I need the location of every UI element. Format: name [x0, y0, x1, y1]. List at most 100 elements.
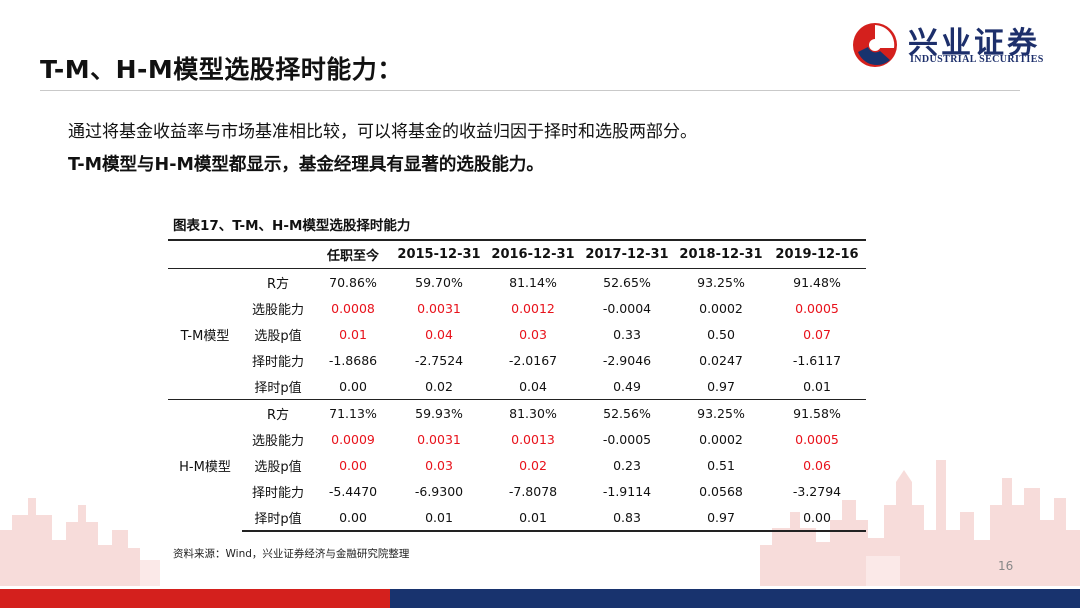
value-cell: -3.2794	[792, 483, 842, 499]
title-divider	[40, 90, 1020, 91]
value-cell: -5.4470	[328, 483, 378, 499]
value-cell: 71.13%	[314, 399, 392, 426]
value-cell: -1.8686	[328, 352, 378, 368]
table-row: 选股能力 0.0008 0.0031 0.0012 -0.0004 0.0002 0.000…	[168, 295, 866, 321]
table-row: 选股p值 0.01 0.04 0.03 0.33 0.50 0.07	[168, 321, 866, 347]
value-cell: 0.0002	[699, 431, 743, 447]
value-cell: 0.00	[314, 504, 392, 532]
value-cell: 0.0568	[699, 483, 743, 499]
value-cell: 0.50	[707, 326, 735, 342]
value-cell: 0.0012	[511, 300, 555, 316]
page-title: T-M、H-M模型选股择时能力：	[40, 55, 403, 84]
value-cell: 81.30%	[486, 399, 580, 426]
value-cell: 0.23	[613, 457, 641, 473]
value-cell: 52.56%	[580, 399, 674, 426]
value-cell: 0.51	[707, 457, 735, 473]
value-cell: 0.03	[519, 326, 547, 342]
value-cell: 0.83	[580, 504, 674, 532]
body-text-line: 通过将基金收益率与市场基准相比较，可以将基金的收益归因于择时和选股两部分。	[68, 122, 697, 142]
footer-bar-red	[0, 586, 390, 608]
metric-name-cell: 选股p值	[254, 459, 302, 475]
value-cell: 0.0247	[699, 352, 743, 368]
value-cell: 0.00	[768, 504, 866, 532]
table-row: T-M模型 R方 70.86% 59.70% 81.14% 52.65% 93.25% 91.…	[168, 268, 866, 400]
model-results-table: 任职至今 2015-12-31 2016-12-31 2017-12-31 20…	[168, 239, 866, 532]
table-row: 择时p值 0.00 0.02 0.04 0.49 0.97 0.01	[168, 373, 866, 400]
metric-name-cell: 择时p值	[254, 380, 302, 396]
footer-bar-highlight	[0, 586, 1080, 589]
table-row: 选股能力 0.0009 0.0031 0.0013 -0.0005 0.0002 0.000…	[168, 426, 866, 452]
value-cell: 91.48%	[768, 268, 866, 295]
header-cell	[168, 239, 242, 269]
value-cell: -0.0004	[602, 300, 652, 316]
table-row: 择时p值 0.00 0.01 0.01 0.83 0.97 0.00	[168, 504, 866, 532]
model-name-cell: H-M模型	[168, 399, 242, 531]
metric-name-cell: 择时能力	[251, 485, 304, 501]
value-cell: -0.0005	[602, 431, 652, 447]
table-row: 择时能力 -1.8686 -2.7524 -2.0167 -2.9046 0.0247 -1…	[168, 347, 866, 373]
metric-name-cell: 选股p值	[254, 328, 302, 344]
value-cell: 81.14%	[486, 268, 580, 295]
model-name-cell: T-M模型	[168, 268, 242, 400]
value-cell: 91.58%	[768, 399, 866, 426]
value-cell: 0.04	[425, 326, 453, 342]
header-cell: 2019-12-16	[768, 239, 866, 269]
value-cell: 0.33	[613, 326, 641, 342]
logo-chinese-name: 兴业证券	[908, 26, 1040, 61]
metric-name-cell: 择时p值	[242, 504, 314, 532]
table-body: T-M模型 R方 70.86% 59.70% 81.14% 52.65% 93.25% 91.…	[168, 268, 866, 532]
value-cell: 0.01	[486, 504, 580, 532]
value-cell: 0.00	[339, 457, 367, 473]
company-logo: 兴业证券 INDUSTRIAL SECURITIES	[850, 16, 1065, 72]
logo-english-name: INDUSTRIAL SECURITIES	[910, 54, 1044, 65]
metric-name-cell: R方	[242, 268, 314, 295]
value-cell: -7.8078	[508, 483, 558, 499]
value-cell: 93.25%	[674, 268, 768, 295]
value-cell: 0.01	[803, 378, 831, 394]
value-cell: 0.00	[339, 378, 367, 394]
metric-name-cell: R方	[242, 399, 314, 426]
value-cell: -2.7524	[414, 352, 464, 368]
value-cell: 59.93%	[392, 399, 486, 426]
table-header-row: 任职至今 2015-12-31 2016-12-31 2017-12-31 20…	[168, 239, 866, 269]
value-cell: 0.0005	[795, 300, 839, 316]
value-cell: 0.0031	[417, 300, 461, 316]
table-row: 选股p值 0.00 0.03 0.02 0.23 0.51 0.06	[168, 452, 866, 478]
table-row: H-M模型 R方 71.13% 59.93% 81.30% 52.56% 93.25% 91.…	[168, 399, 866, 531]
body-text-conclusion: T-M模型与H-M模型都显示，基金经理具有显著的选股能力。	[68, 155, 544, 175]
value-cell: 0.01	[339, 326, 367, 342]
header-cell: 2016-12-31	[486, 239, 580, 269]
header-cell: 2018-12-31	[674, 239, 768, 269]
value-cell: 70.86%	[314, 268, 392, 295]
value-cell: 59.70%	[392, 268, 486, 295]
value-cell: 52.65%	[580, 268, 674, 295]
industrial-securities-logo-icon	[853, 23, 897, 67]
footer-bar	[0, 586, 1080, 608]
header-cell: 2015-12-31	[392, 239, 486, 269]
page-number: 16	[998, 559, 1014, 573]
value-cell: 0.07	[803, 326, 831, 342]
value-cell: 0.0002	[699, 300, 743, 316]
source-note: 资料来源：Wind，兴业证券经济与金融研究院整理	[173, 548, 410, 560]
value-cell: -2.0167	[508, 352, 558, 368]
metric-name-cell: 择时能力	[251, 354, 304, 370]
header-cell	[242, 239, 314, 269]
value-cell: 0.97	[674, 504, 768, 532]
value-cell: 0.02	[519, 457, 547, 473]
header-cell: 任职至今	[314, 239, 392, 269]
value-cell: 0.49	[613, 378, 641, 394]
value-cell: 0.01	[392, 504, 486, 532]
value-cell: -2.9046	[602, 352, 652, 368]
value-cell: 0.04	[519, 378, 547, 394]
value-cell: 0.0009	[331, 431, 375, 447]
value-cell: 93.25%	[674, 399, 768, 426]
value-cell: 0.0031	[417, 431, 461, 447]
value-cell: 0.03	[425, 457, 453, 473]
metric-name-cell: 选股能力	[251, 302, 304, 318]
table-caption: 图表17、T-M、H-M模型选股择时能力	[173, 218, 411, 234]
value-cell: 0.0008	[331, 300, 375, 316]
value-cell: -1.6117	[792, 352, 842, 368]
value-cell: 0.0005	[795, 431, 839, 447]
header-cell: 2017-12-31	[580, 239, 674, 269]
